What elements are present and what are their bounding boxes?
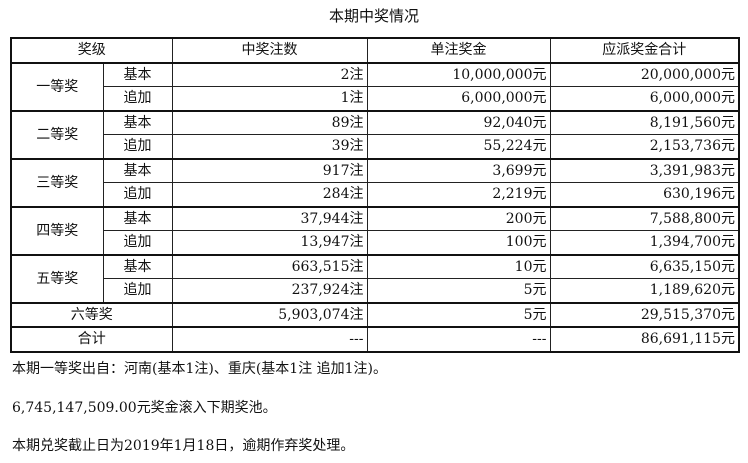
- unit-prize: 10元: [366, 253, 551, 279]
- unit-prize: 5元: [366, 301, 551, 328]
- total-prize: 6,635,150元: [549, 253, 740, 279]
- table-header: 奖级 中奖注数 单注奖金 应派奖金合计: [10, 37, 740, 63]
- prize-level: 六等奖: [10, 301, 173, 328]
- total-prize: 7,588,800元: [549, 205, 740, 231]
- win-count: 663,515注: [171, 253, 368, 279]
- bet-type: 追加: [102, 278, 173, 303]
- total-prize: 86,691,115元: [549, 326, 740, 352]
- unit-prize: 3,699元: [366, 157, 551, 183]
- table-row: 追加 284注 2,219元 630,196元: [11, 182, 740, 207]
- unit-prize: 92,040元: [366, 109, 551, 135]
- win-count: 5,903,074注: [171, 301, 368, 328]
- win-count: ---: [171, 326, 368, 352]
- unit-prize: ---: [366, 326, 551, 352]
- table-row: 追加 39注 55,224元 2,153,736元: [11, 134, 740, 159]
- unit-prize: 55,224元: [366, 134, 551, 159]
- prize-table: 奖级 中奖注数 单注奖金 应派奖金合计 一等奖 基本 2注 10,000,000元…: [10, 37, 740, 353]
- win-count: 89注: [171, 109, 368, 135]
- total-prize: 8,191,560元: [549, 109, 740, 135]
- win-count: 13,947注: [171, 230, 368, 255]
- table-row: 追加 1注 6,000,000元 6,000,000元: [11, 86, 740, 111]
- header-total: 应派奖金合计: [549, 37, 740, 63]
- total-prize: 630,196元: [549, 182, 740, 207]
- bet-type: 基本: [102, 61, 173, 87]
- win-count: 917注: [171, 157, 368, 183]
- table-row: 追加 13,947注 100元 1,394,700元: [11, 230, 740, 255]
- table-row: 二等奖 基本 89注 92,040元 8,191,560元: [10, 109, 740, 159]
- bet-type: 基本: [102, 253, 173, 279]
- total-prize: 3,391,983元: [549, 157, 740, 183]
- unit-prize: 2,219元: [366, 182, 551, 207]
- bet-type: 基本: [102, 157, 173, 183]
- unit-prize: 6,000,000元: [366, 86, 551, 111]
- prize-level: 三等奖: [10, 157, 104, 207]
- win-count: 39注: [171, 134, 368, 159]
- bet-type: 基本: [102, 205, 173, 231]
- prize-level: 五等奖: [10, 253, 104, 303]
- table-row: 六等奖 5,903,074注 5元 29,515,370元: [10, 301, 740, 328]
- bet-type: 追加: [102, 86, 173, 111]
- unit-prize: 5元: [366, 278, 551, 303]
- prize-level: 四等奖: [10, 205, 104, 255]
- note-winners: 本期一等奖出自：河南(基本1注)、重庆(基本1注 追加1注)。: [12, 361, 388, 377]
- unit-prize: 100元: [366, 230, 551, 255]
- prize-level: 二等奖: [10, 109, 104, 159]
- bet-type: 基本: [102, 109, 173, 135]
- unit-prize: 200元: [366, 205, 551, 231]
- table-row: 一等奖 基本 2注 10,000,000元 20,000,000元: [10, 61, 740, 111]
- win-count: 237,924注: [171, 278, 368, 303]
- bet-type: 追加: [102, 134, 173, 159]
- total-prize: 1,394,700元: [549, 230, 740, 255]
- table-row: 五等奖 基本 663,515注 10元 6,635,150元: [10, 253, 740, 303]
- header-prize: 单注奖金: [366, 37, 551, 63]
- table-row: 合计 --- --- 86,691,115元: [10, 326, 740, 352]
- win-count: 284注: [171, 182, 368, 207]
- header-count: 中奖注数: [171, 37, 368, 63]
- table-row: 追加 237,924注 5元 1,189,620元: [11, 278, 740, 303]
- unit-prize: 10,000,000元: [366, 61, 551, 87]
- win-count: 37,944注: [171, 205, 368, 231]
- bet-type: 追加: [102, 230, 173, 255]
- table-row: 四等奖 基本 37,944注 200元 7,588,800元: [10, 205, 740, 255]
- total-prize: 29,515,370元: [549, 301, 740, 328]
- note-deadline: 本期兑奖截止日为2019年1月18日，逾期作弃奖处理。: [12, 438, 355, 454]
- prize-level: 合计: [10, 326, 173, 352]
- note-rollover: 6,745,147,509.00元奖金滚入下期奖池。: [12, 400, 277, 416]
- total-prize: 6,000,000元: [549, 86, 740, 111]
- win-count: 1注: [171, 86, 368, 111]
- page-title: 本期中奖情况: [328, 7, 419, 25]
- bet-type: 追加: [102, 182, 173, 207]
- prize-level: 一等奖: [10, 61, 104, 111]
- total-prize: 2,153,736元: [549, 134, 740, 159]
- table-row: 三等奖 基本 917注 3,699元 3,391,983元: [10, 157, 740, 207]
- win-count: 2注: [171, 61, 368, 87]
- total-prize: 1,189,620元: [549, 278, 740, 303]
- header-level: 奖级: [10, 37, 173, 63]
- total-prize: 20,000,000元: [549, 61, 740, 87]
